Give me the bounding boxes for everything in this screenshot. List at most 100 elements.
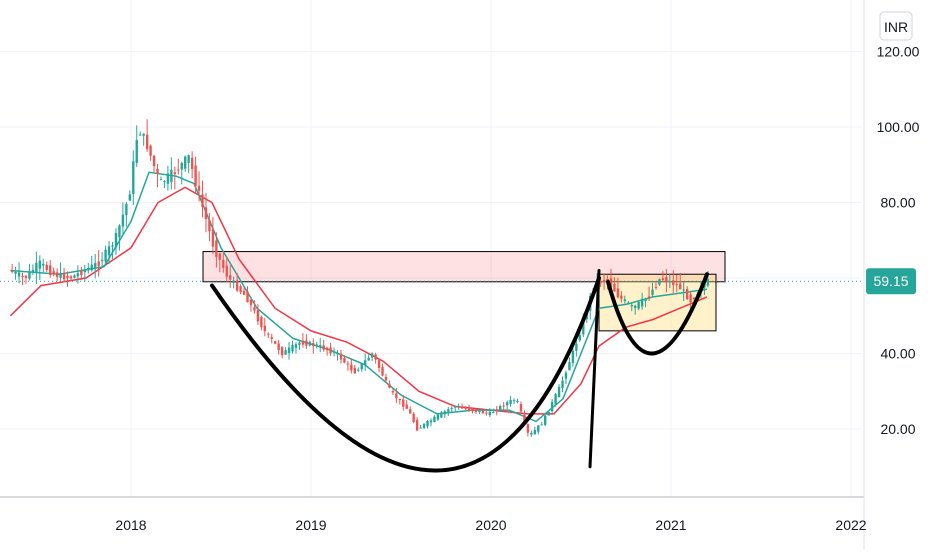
candle-body: [83, 270, 87, 273]
candle-body: [409, 409, 412, 414]
candle-body: [24, 275, 28, 278]
candle-body: [526, 424, 530, 433]
y-tick-label: 100.00: [877, 119, 920, 135]
candle-body: [152, 155, 156, 167]
candle-body: [613, 283, 616, 292]
candle-body: [267, 333, 270, 335]
candle-body: [17, 272, 21, 277]
candle-body: [55, 272, 59, 277]
candle-body: [429, 420, 433, 423]
candle-body: [159, 179, 163, 181]
series: [0, 119, 862, 437]
candle-body: [222, 259, 225, 268]
candle-body: [422, 423, 426, 428]
y-tick-label: 40.00: [880, 346, 915, 362]
candle-body: [229, 275, 232, 280]
candle-body: [76, 273, 80, 277]
candle-body: [381, 367, 384, 376]
candle-body: [284, 350, 287, 355]
candle-body: [156, 168, 159, 174]
candle-body: [357, 369, 360, 371]
candle-body: [405, 404, 408, 409]
last-price-label: 59.15: [873, 273, 908, 289]
candle-body: [395, 393, 398, 399]
candle-body: [398, 398, 402, 401]
candle-body: [274, 341, 277, 344]
x-tick-label: 2020: [475, 517, 506, 533]
candle-body: [454, 406, 457, 408]
candle-body: [235, 280, 239, 291]
candle-body: [499, 405, 502, 411]
candle-body: [287, 347, 291, 354]
last-price-badge: 59.15: [866, 268, 916, 295]
candle-body: [564, 372, 568, 379]
candle-body: [135, 140, 138, 163]
candle-body: [80, 270, 83, 276]
candle-body: [661, 278, 665, 281]
candle-body: [547, 412, 550, 416]
candle-body: [519, 404, 523, 412]
candle-body: [412, 413, 415, 422]
candle-body: [298, 342, 301, 345]
currency-button-bg[interactable]: [879, 11, 913, 41]
candle-body: [201, 194, 204, 207]
candle-body: [658, 279, 661, 285]
candle-body: [260, 316, 263, 328]
candle-body: [450, 407, 453, 409]
currency-label[interactable]: INR: [884, 19, 908, 35]
candle-body: [516, 400, 519, 402]
candle-body: [242, 290, 246, 295]
candle-body: [685, 288, 689, 300]
pole-line: [588, 268, 601, 469]
candle-body: [343, 357, 346, 363]
candle-body: [557, 386, 561, 398]
candle-body: [319, 345, 322, 348]
candle-body: [225, 265, 228, 277]
candle-body: [145, 134, 149, 150]
ema-fast-line: [10, 171, 708, 423]
candle-body: [668, 281, 672, 283]
candle-body: [332, 351, 336, 353]
candle-body: [45, 264, 48, 271]
candle-body: [620, 295, 623, 299]
candle-body: [142, 133, 145, 136]
candle-body: [315, 344, 318, 346]
candle-body: [578, 335, 582, 341]
candle-body: [97, 261, 100, 267]
candle-body: [94, 263, 97, 269]
candle-body: [38, 260, 42, 269]
candle-body: [481, 410, 485, 414]
candle-body: [184, 156, 187, 169]
candle-body: [467, 407, 471, 411]
candle-body: [384, 376, 388, 381]
candle-body: [419, 427, 422, 429]
candle-body: [426, 420, 429, 427]
candle-body: [692, 297, 696, 300]
candle-body: [478, 411, 481, 413]
candle-body: [111, 245, 114, 247]
candle-body: [377, 360, 381, 369]
candle-body: [90, 264, 93, 271]
currency-button[interactable]: INR: [879, 11, 913, 41]
candle-body: [114, 232, 118, 248]
candle-body: [644, 298, 647, 302]
candle-body: [270, 337, 273, 339]
candle-body: [544, 415, 547, 425]
candle-body: [107, 246, 111, 256]
candle-body: [443, 411, 447, 415]
candle-body: [609, 278, 613, 287]
candle-body: [100, 259, 104, 262]
candle-body: [177, 169, 180, 171]
candle-body: [505, 402, 509, 406]
candle-body: [415, 419, 419, 431]
candle-body: [215, 240, 218, 257]
candle-body: [280, 347, 284, 356]
candle-body: [218, 253, 222, 260]
x-tick-label: 2021: [655, 517, 686, 533]
x-tick-label: 2018: [115, 517, 146, 533]
candle-body: [672, 280, 675, 286]
candle-body: [682, 289, 685, 291]
candle-body: [537, 425, 540, 432]
